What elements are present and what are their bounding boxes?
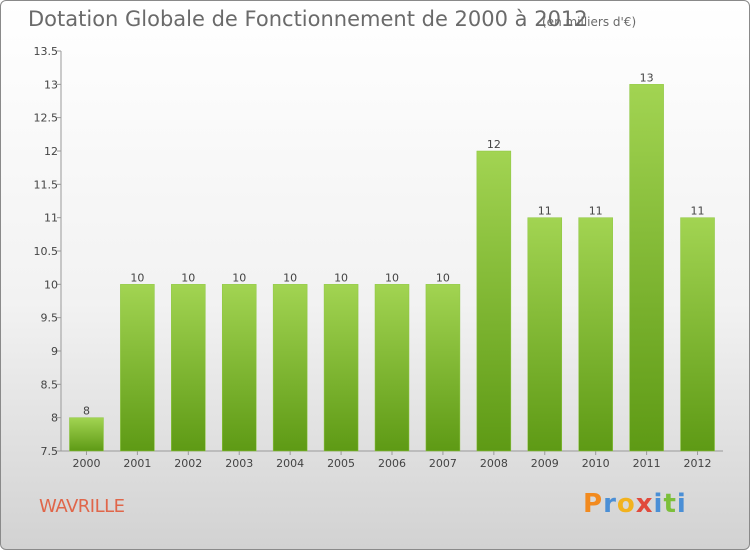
- value-label-2009: 11: [538, 205, 552, 218]
- bar-2002: [171, 284, 206, 452]
- x-tick-label-2009: 2009: [531, 457, 559, 470]
- bar-2010: [578, 217, 613, 452]
- x-tick-label-2004: 2004: [276, 457, 304, 470]
- value-label-2004: 10: [283, 271, 297, 284]
- value-label-2003: 10: [232, 271, 246, 284]
- y-tick-label: 8: [51, 412, 58, 425]
- logo-letter: t: [663, 489, 677, 519]
- bar-2011: [629, 84, 664, 452]
- bar-2008: [476, 150, 512, 452]
- x-tick-label-2002: 2002: [174, 457, 202, 470]
- y-tick-label: 8.5: [41, 378, 59, 391]
- x-tick-label-2011: 2011: [633, 457, 661, 470]
- value-label-2007: 10: [436, 271, 450, 284]
- bar-2003: [221, 284, 257, 452]
- logo-letter: P: [583, 489, 604, 519]
- y-tick-label: 13: [44, 78, 58, 91]
- chart-title: Dotation Globale de Fonctionnement de 20…: [28, 7, 588, 31]
- logo-letter: i: [676, 489, 687, 519]
- chart-subtitle: (en milliers d'€): [542, 15, 637, 29]
- y-tick-label: 9: [51, 345, 58, 358]
- bar-2005: [323, 284, 359, 452]
- y-tick-label: 9.5: [41, 312, 59, 325]
- bar-2001: [120, 284, 155, 452]
- value-label-2011: 13: [640, 71, 654, 84]
- logo-letter: o: [616, 489, 636, 519]
- logo-letter: x: [635, 489, 654, 519]
- y-tick-label: 12: [44, 145, 58, 158]
- x-tick-label-2001: 2001: [123, 457, 151, 470]
- y-tick-label: 12.5: [34, 112, 59, 125]
- bar-2004: [272, 284, 308, 452]
- proxiti-logo: Proxiti: [583, 489, 687, 519]
- bar-2009: [527, 217, 563, 452]
- bar-2006: [374, 284, 410, 452]
- x-tick-label-2005: 2005: [327, 457, 355, 470]
- x-tick-label-2008: 2008: [480, 457, 508, 470]
- x-tick-label-2003: 2003: [225, 457, 253, 470]
- x-tick-label-2007: 2007: [429, 457, 457, 470]
- y-tick-label: 10.5: [34, 245, 59, 258]
- y-tick-label: 7.5: [41, 445, 59, 458]
- value-label-2012: 11: [691, 205, 705, 218]
- value-label-2001: 10: [130, 271, 144, 284]
- bar-2007: [425, 284, 461, 452]
- bar-2000: [69, 417, 104, 452]
- y-tick-label: 11.5: [34, 178, 59, 191]
- value-label-2005: 10: [334, 271, 348, 284]
- x-tick-label-2012: 2012: [684, 457, 712, 470]
- commune-name: WAVRILLE: [39, 496, 125, 517]
- y-tick-label: 11: [44, 212, 58, 225]
- value-label-2010: 11: [589, 205, 603, 218]
- x-tick-label-2006: 2006: [378, 457, 406, 470]
- y-tick-label: 13.5: [34, 45, 59, 58]
- y-tick-label: 10: [44, 278, 58, 291]
- value-label-2002: 10: [181, 271, 195, 284]
- x-tick-label-2000: 2000: [72, 457, 100, 470]
- value-label-2006: 10: [385, 271, 399, 284]
- bar-2012: [680, 217, 715, 452]
- logo-letter: i: [653, 489, 664, 519]
- value-label-2008: 12: [487, 138, 501, 151]
- x-tick-label-2010: 2010: [582, 457, 610, 470]
- value-label-2000: 8: [83, 405, 90, 418]
- logo-letter: r: [603, 489, 617, 519]
